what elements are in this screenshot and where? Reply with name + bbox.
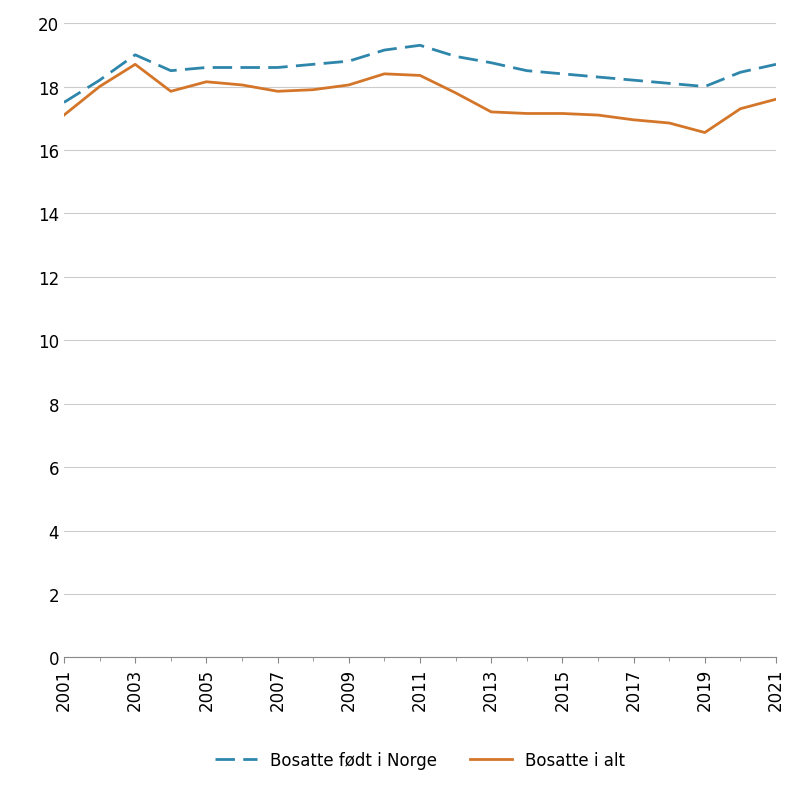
Bosatte født i Norge [558, 70, 567, 79]
Bosatte født i Norge [700, 83, 710, 92]
Bosatte i alt [308, 86, 318, 95]
Bosatte i alt [700, 128, 710, 138]
Bosatte født i Norge [522, 67, 532, 76]
Bosatte født i Norge [59, 99, 69, 108]
Line: Bosatte født i Norge: Bosatte født i Norge [64, 47, 776, 103]
Bosatte født i Norge [237, 63, 246, 73]
Bosatte født i Norge [130, 51, 140, 61]
Bosatte i alt [735, 105, 745, 115]
Bosatte i alt [594, 111, 603, 121]
Bosatte født i Norge [450, 52, 460, 62]
Bosatte født i Norge [486, 59, 496, 68]
Bosatte i alt [59, 111, 69, 121]
Bosatte født i Norge [94, 76, 104, 86]
Bosatte født i Norge [664, 79, 674, 89]
Bosatte født i Norge [308, 60, 318, 70]
Bosatte i alt [629, 115, 638, 125]
Bosatte i alt [664, 119, 674, 128]
Bosatte i alt [486, 108, 496, 118]
Bosatte i alt [273, 87, 282, 97]
Bosatte født i Norge [166, 67, 176, 76]
Bosatte født i Norge [629, 76, 638, 86]
Bosatte født i Norge [344, 57, 354, 67]
Bosatte i alt [379, 70, 389, 79]
Bosatte i alt [344, 81, 354, 91]
Bosatte født i Norge [273, 63, 282, 73]
Bosatte født i Norge [379, 47, 389, 56]
Bosatte i alt [202, 78, 211, 87]
Bosatte i alt [130, 60, 140, 70]
Bosatte i alt [558, 110, 567, 119]
Bosatte i alt [166, 87, 176, 97]
Legend: Bosatte født i Norge, Bosatte i alt: Bosatte født i Norge, Bosatte i alt [208, 745, 632, 776]
Bosatte født i Norge [771, 60, 781, 70]
Bosatte i alt [415, 71, 425, 81]
Bosatte i alt [237, 81, 246, 91]
Bosatte født i Norge [202, 63, 211, 73]
Bosatte født i Norge [735, 68, 745, 78]
Bosatte i alt [450, 89, 460, 99]
Bosatte født i Norge [594, 73, 603, 83]
Bosatte født i Norge [415, 42, 425, 51]
Bosatte i alt [522, 110, 532, 119]
Bosatte i alt [771, 95, 781, 105]
Line: Bosatte i alt: Bosatte i alt [64, 65, 776, 133]
Bosatte i alt [94, 83, 104, 92]
